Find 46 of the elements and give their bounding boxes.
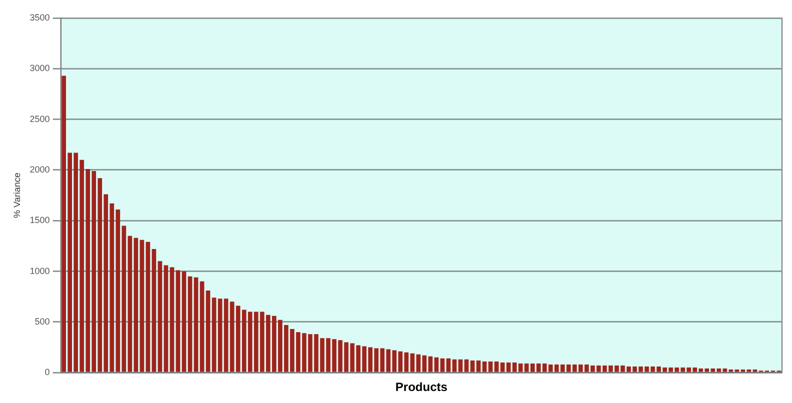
- y-tick-label: 1500: [30, 215, 50, 226]
- x-axis-title: Products: [395, 380, 448, 394]
- bar: [464, 359, 469, 372]
- bar: [458, 359, 463, 372]
- bar: [494, 361, 499, 372]
- bar: [218, 298, 222, 372]
- bar: [482, 361, 487, 372]
- bar: [170, 267, 174, 372]
- bar: [212, 298, 216, 372]
- bar: [206, 290, 210, 372]
- bar: [488, 361, 493, 372]
- bar: [194, 277, 198, 372]
- y-tick-label: 0: [44, 367, 50, 378]
- bar: [176, 270, 180, 372]
- bar: [428, 356, 433, 372]
- bar: [122, 226, 126, 372]
- y-tick-label: 1000: [30, 266, 50, 276]
- y-tick-label: 3000: [30, 63, 50, 74]
- bar: [434, 357, 439, 372]
- bar: [446, 358, 451, 372]
- bar: [506, 362, 511, 372]
- bar: [134, 238, 138, 372]
- bar: [182, 271, 186, 372]
- bar: [422, 355, 427, 372]
- y-tick-label: 2000: [30, 164, 50, 174]
- bar: [152, 248, 156, 372]
- bar: [440, 358, 445, 372]
- bar: [140, 240, 144, 372]
- y-tick-label: 2500: [30, 114, 50, 124]
- y-axis-title: % Variance: [12, 172, 22, 218]
- bar: [470, 360, 475, 372]
- bar: [188, 276, 192, 372]
- bar: [200, 281, 204, 372]
- bar: [116, 209, 120, 372]
- bar: [512, 362, 517, 372]
- y-tick-label: 500: [34, 316, 50, 326]
- bar: [518, 363, 523, 372]
- bar: [146, 242, 150, 372]
- bar: [476, 360, 481, 372]
- y-tick-label: 3500: [30, 12, 50, 22]
- bar: [164, 265, 168, 372]
- bar: [524, 363, 529, 372]
- bar: [452, 359, 457, 372]
- bar: [158, 261, 162, 372]
- bar: [500, 362, 505, 372]
- bar: [128, 236, 132, 372]
